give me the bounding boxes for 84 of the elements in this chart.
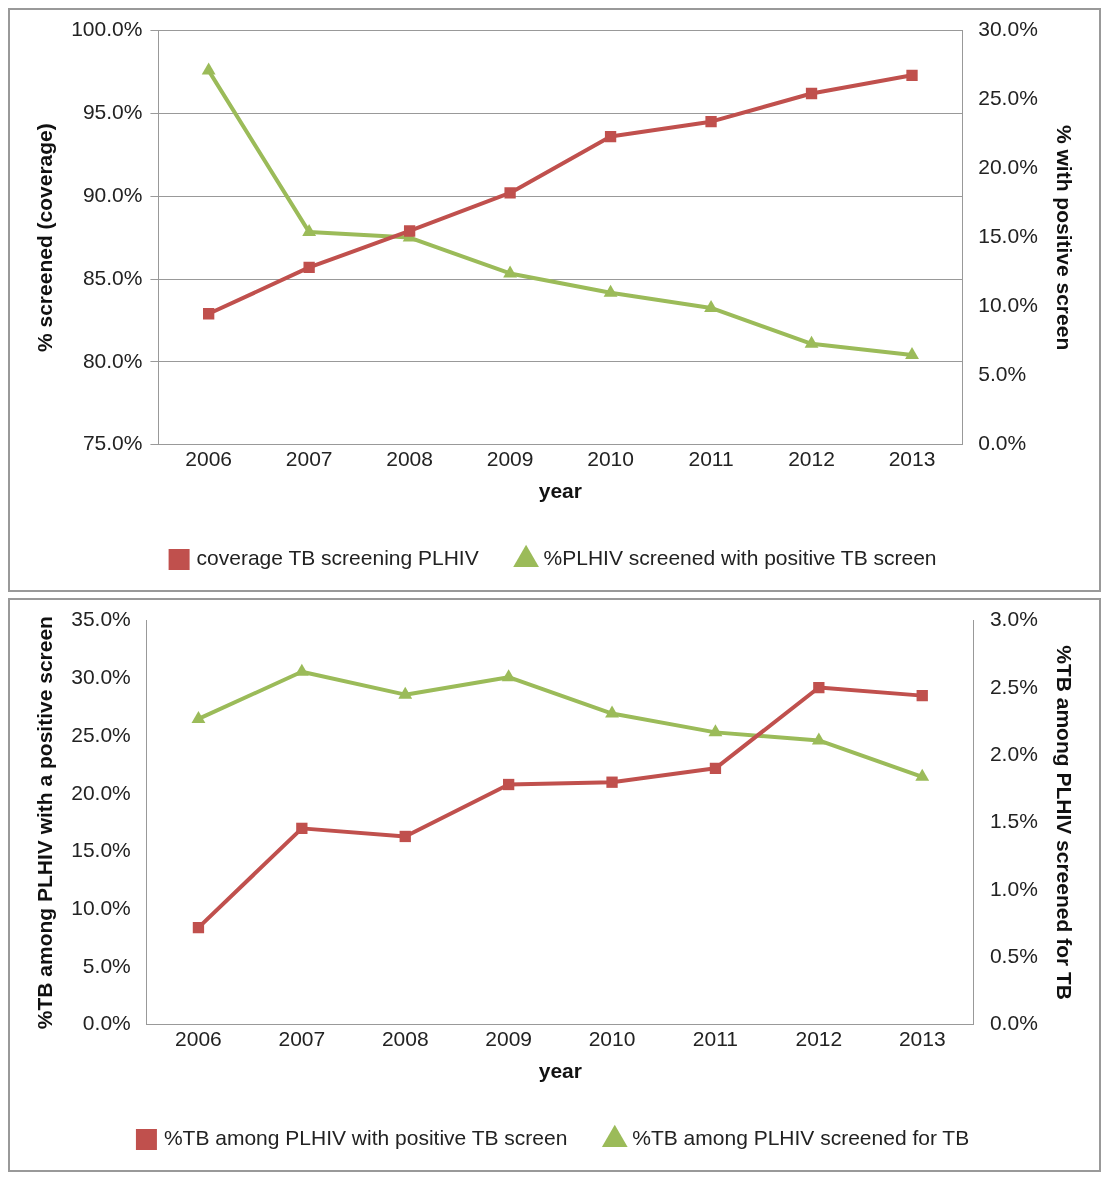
x-tick-label: 2006 xyxy=(185,447,233,470)
point xyxy=(804,335,819,348)
point xyxy=(192,921,205,934)
point xyxy=(604,130,617,143)
y-tick-label: 5.0% xyxy=(82,953,131,977)
y-tick-label: 90.0% xyxy=(82,183,143,206)
y-tick-label: 0.0% xyxy=(82,1011,131,1035)
x-tick-label: 2007 xyxy=(278,1027,326,1050)
x-tick-label: 2009 xyxy=(486,447,534,470)
point xyxy=(399,830,411,843)
y2-axis-title: % with positive screen xyxy=(1052,124,1076,351)
point xyxy=(603,284,618,297)
y-tick-label: 30.0% xyxy=(71,665,131,689)
point xyxy=(906,69,918,81)
legend-label: %TB among PLHIV screened for TB xyxy=(632,1126,970,1150)
point xyxy=(398,686,413,699)
y2-axis-title: %TB among PLHIV screened for TB xyxy=(1052,645,1076,1000)
point xyxy=(605,705,619,718)
y-tick-label: 85.0% xyxy=(82,265,143,289)
point xyxy=(504,187,516,199)
point xyxy=(708,724,723,737)
point xyxy=(811,732,826,745)
y2-tick-label: 5.0% xyxy=(978,362,1027,386)
point xyxy=(606,776,618,788)
y2-tick-label: 25.0% xyxy=(978,86,1038,110)
x-tick-label: 2006 xyxy=(175,1027,222,1050)
y-tick-label: 20.0% xyxy=(71,780,131,804)
point xyxy=(501,669,516,682)
x-tick-label: 2007 xyxy=(285,447,333,470)
point xyxy=(403,225,416,237)
legend-label: %PLHIV screened with positive TB screen xyxy=(543,546,937,570)
y2-tick-label: 2.0% xyxy=(989,742,1038,766)
x-tick-label: 2013 xyxy=(898,1027,946,1050)
point xyxy=(916,689,928,702)
legend-label: %TB among PLHIV with positive TB screen xyxy=(163,1126,568,1150)
x-tick-label: 2010 xyxy=(587,447,634,470)
y2-tick-label: 1.0% xyxy=(989,876,1038,900)
point xyxy=(503,265,518,278)
legend-label: coverage TB screening PLHIV xyxy=(196,546,479,570)
point xyxy=(705,116,717,128)
y2-tick-label: 15.0% xyxy=(978,224,1038,248)
y2-tick-label: 1.5% xyxy=(989,809,1038,833)
point xyxy=(201,62,216,75)
x-tick-label: 2008 xyxy=(386,447,433,470)
y-tick-label: 10.0% xyxy=(71,895,131,919)
x-axis-title: year xyxy=(538,479,582,503)
y-tick-label: 15.0% xyxy=(71,838,131,862)
x-tick-label: 2008 xyxy=(381,1027,429,1050)
point xyxy=(303,261,315,274)
y-tick-label: 75.0% xyxy=(82,431,143,455)
y2-tick-label: 0.0% xyxy=(989,1011,1038,1035)
point xyxy=(805,87,818,100)
point xyxy=(905,346,919,359)
x-tick-label: 2012 xyxy=(795,1027,843,1050)
point xyxy=(203,308,215,320)
point xyxy=(813,681,825,694)
y-tick-label: 95.0% xyxy=(82,100,143,124)
y2-tick-label: 0.0% xyxy=(978,431,1027,455)
point xyxy=(502,778,515,791)
x-tick-label: 2009 xyxy=(485,1027,532,1050)
y-tick-label: 35.0% xyxy=(71,607,131,631)
point xyxy=(704,299,718,312)
point xyxy=(302,224,317,237)
y2-tick-label: 20.0% xyxy=(978,155,1038,179)
x-tick-label: 2010 xyxy=(588,1027,636,1050)
y2-tick-label: 10.0% xyxy=(978,293,1038,317)
x-tick-label: 2011 xyxy=(692,1027,739,1050)
y-tick-label: 100.0% xyxy=(71,17,143,41)
y-tick-label: 80.0% xyxy=(82,348,143,372)
y2-tick-label: 3.0% xyxy=(989,607,1038,631)
y2-tick-label: 0.5% xyxy=(989,944,1038,968)
point xyxy=(296,822,308,835)
point xyxy=(915,768,930,781)
x-tick-label: 2013 xyxy=(888,447,936,470)
y-axis-title: % screened (coverage) xyxy=(33,123,57,352)
y-tick-label: 25.0% xyxy=(71,722,131,746)
point xyxy=(709,762,722,775)
x-axis-title: year xyxy=(538,1059,582,1083)
y2-tick-label: 30.0% xyxy=(978,17,1038,41)
y-axis-title: %TB among PLHIV with a positive screen xyxy=(33,616,57,1030)
point xyxy=(191,710,206,723)
y2-tick-label: 2.5% xyxy=(989,674,1038,698)
x-tick-label: 2011 xyxy=(688,447,734,470)
x-tick-label: 2012 xyxy=(788,447,835,470)
